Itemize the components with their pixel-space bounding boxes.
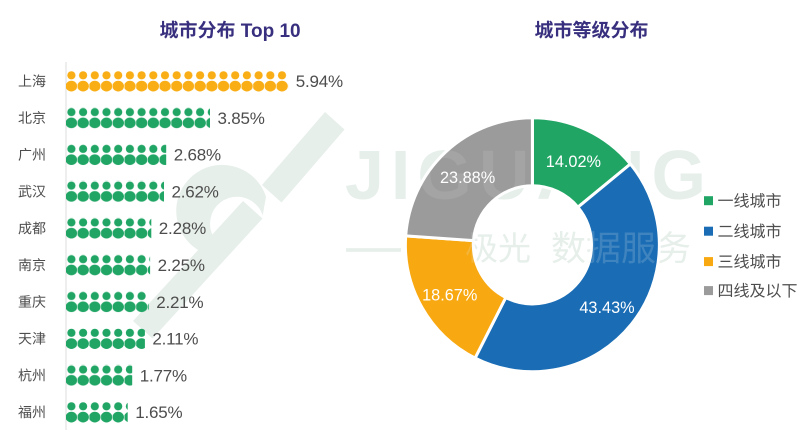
svg-text:1.77%: 1.77%: [140, 366, 187, 385]
svg-text:14.02%: 14.02%: [546, 153, 601, 171]
svg-text:2.25%: 2.25%: [158, 256, 205, 275]
svg-text:2.62%: 2.62%: [172, 182, 219, 201]
svg-text:18.67%: 18.67%: [422, 286, 477, 304]
svg-text:Top 10: Top 10: [241, 21, 301, 42]
svg-text:43.43%: 43.43%: [579, 299, 634, 317]
svg-text:2.68%: 2.68%: [174, 146, 221, 165]
svg-text:3.85%: 3.85%: [218, 109, 265, 128]
svg-text:2.28%: 2.28%: [159, 219, 206, 238]
svg-text:5.94%: 5.94%: [296, 72, 343, 91]
svg-text:2.11%: 2.11%: [152, 330, 198, 349]
svg-text:1.65%: 1.65%: [135, 403, 182, 422]
svg-text:2.21%: 2.21%: [156, 293, 203, 312]
